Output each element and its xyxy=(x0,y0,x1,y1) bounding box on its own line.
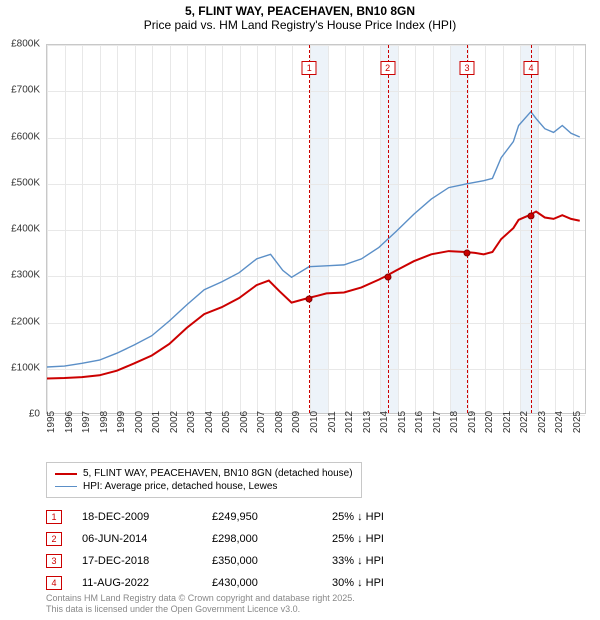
sale-point xyxy=(384,274,391,281)
table-marker: 3 xyxy=(46,554,62,568)
event-marker xyxy=(388,45,389,413)
event-marker xyxy=(531,45,532,413)
chart-svg xyxy=(47,45,585,413)
x-tick-label: 2006 xyxy=(239,411,250,433)
y-tick-label: £400K xyxy=(11,224,40,235)
footer-line-2: This data is licensed under the Open Gov… xyxy=(46,604,355,616)
sale-delta: 25% ↓ HPI xyxy=(332,533,452,545)
chart-header: 5, FLINT WAY, PEACEHAVEN, BN10 8GN Price… xyxy=(0,0,600,34)
y-tick-label: £500K xyxy=(11,177,40,188)
event-label: 1 xyxy=(302,61,317,75)
x-tick-label: 2011 xyxy=(327,411,338,433)
x-tick-label: 2004 xyxy=(204,411,215,433)
x-axis: 1995199619971998199920002001200220032004… xyxy=(46,418,586,468)
x-tick-label: 1995 xyxy=(46,411,57,433)
legend-swatch xyxy=(55,486,77,487)
y-tick-label: £200K xyxy=(11,316,40,327)
footer: Contains HM Land Registry data © Crown c… xyxy=(46,593,355,616)
table-marker: 4 xyxy=(46,576,62,590)
x-tick-label: 1999 xyxy=(116,411,127,433)
sale-date: 11-AUG-2022 xyxy=(82,577,192,589)
sale-date: 17-DEC-2018 xyxy=(82,555,192,567)
sale-price: £249,950 xyxy=(212,511,312,523)
y-axis: £0£100K£200K£300K£400K£500K£600K£700K£80… xyxy=(0,44,44,414)
table-row: 4 11-AUG-2022 £430,000 30% ↓ HPI xyxy=(46,572,586,594)
x-tick-label: 2019 xyxy=(467,411,478,433)
event-label: 4 xyxy=(524,61,539,75)
x-tick-label: 2007 xyxy=(256,411,267,433)
container: 5, FLINT WAY, PEACEHAVEN, BN10 8GN Price… xyxy=(0,0,600,620)
title-line-1: 5, FLINT WAY, PEACEHAVEN, BN10 8GN xyxy=(8,4,592,18)
sale-price: £430,000 xyxy=(212,577,312,589)
sale-price: £350,000 xyxy=(212,555,312,567)
y-tick-label: £300K xyxy=(11,270,40,281)
x-tick-label: 2016 xyxy=(414,411,425,433)
x-tick-label: 1998 xyxy=(99,411,110,433)
sale-point xyxy=(528,213,535,220)
sale-date: 06-JUN-2014 xyxy=(82,533,192,545)
x-tick-label: 2000 xyxy=(134,411,145,433)
legend: 5, FLINT WAY, PEACEHAVEN, BN10 8GN (deta… xyxy=(46,462,362,498)
x-tick-label: 2017 xyxy=(432,411,443,433)
x-tick-label: 2018 xyxy=(449,411,460,433)
x-tick-label: 2001 xyxy=(151,411,162,433)
x-tick-label: 2013 xyxy=(362,411,373,433)
x-tick-label: 2024 xyxy=(554,411,565,433)
sale-delta: 30% ↓ HPI xyxy=(332,577,452,589)
x-tick-label: 2021 xyxy=(502,411,513,433)
event-marker xyxy=(309,45,310,413)
legend-row: 5, FLINT WAY, PEACEHAVEN, BN10 8GN (deta… xyxy=(55,467,353,480)
event-label: 2 xyxy=(380,61,395,75)
title-line-2: Price paid vs. HM Land Registry's House … xyxy=(8,18,592,32)
sale-point xyxy=(306,296,313,303)
sale-price: £298,000 xyxy=(212,533,312,545)
sale-date: 18-DEC-2009 xyxy=(82,511,192,523)
x-tick-label: 2012 xyxy=(344,411,355,433)
event-marker xyxy=(467,45,468,413)
table-row: 3 17-DEC-2018 £350,000 33% ↓ HPI xyxy=(46,550,586,572)
table-marker: 2 xyxy=(46,532,62,546)
x-tick-label: 2014 xyxy=(379,411,390,433)
y-tick-label: £100K xyxy=(11,362,40,373)
sale-delta: 33% ↓ HPI xyxy=(332,555,452,567)
x-tick-label: 2020 xyxy=(484,411,495,433)
x-tick-label: 2025 xyxy=(572,411,583,433)
x-tick-label: 2022 xyxy=(519,411,530,433)
y-tick-label: £700K xyxy=(11,85,40,96)
legend-swatch xyxy=(55,473,77,475)
x-tick-label: 2010 xyxy=(309,411,320,433)
y-tick-label: £800K xyxy=(11,39,40,50)
x-tick-label: 2009 xyxy=(291,411,302,433)
event-label: 3 xyxy=(460,61,475,75)
y-tick-label: £0 xyxy=(29,409,40,420)
chart-area: 1 2 3 4 xyxy=(46,44,586,414)
sales-table: 1 18-DEC-2009 £249,950 25% ↓ HPI 2 06-JUN-201… xyxy=(46,506,586,594)
x-tick-label: 2005 xyxy=(221,411,232,433)
legend-label: 5, FLINT WAY, PEACEHAVEN, BN10 8GN (deta… xyxy=(83,468,353,479)
series-price_paid xyxy=(47,212,580,379)
table-marker: 1 xyxy=(46,510,62,524)
x-tick-label: 1996 xyxy=(64,411,75,433)
x-tick-label: 2015 xyxy=(397,411,408,433)
y-tick-label: £600K xyxy=(11,131,40,142)
sale-point xyxy=(464,250,471,257)
x-tick-label: 2003 xyxy=(186,411,197,433)
table-row: 2 06-JUN-2014 £298,000 25% ↓ HPI xyxy=(46,528,586,550)
table-row: 1 18-DEC-2009 £249,950 25% ↓ HPI xyxy=(46,506,586,528)
x-tick-label: 2008 xyxy=(274,411,285,433)
x-tick-label: 2023 xyxy=(537,411,548,433)
x-tick-label: 2002 xyxy=(169,411,180,433)
legend-label: HPI: Average price, detached house, Lewe… xyxy=(83,481,277,492)
legend-row: HPI: Average price, detached house, Lewe… xyxy=(55,480,353,493)
sale-delta: 25% ↓ HPI xyxy=(332,511,452,523)
x-tick-label: 1997 xyxy=(81,411,92,433)
footer-line-1: Contains HM Land Registry data © Crown c… xyxy=(46,593,355,605)
